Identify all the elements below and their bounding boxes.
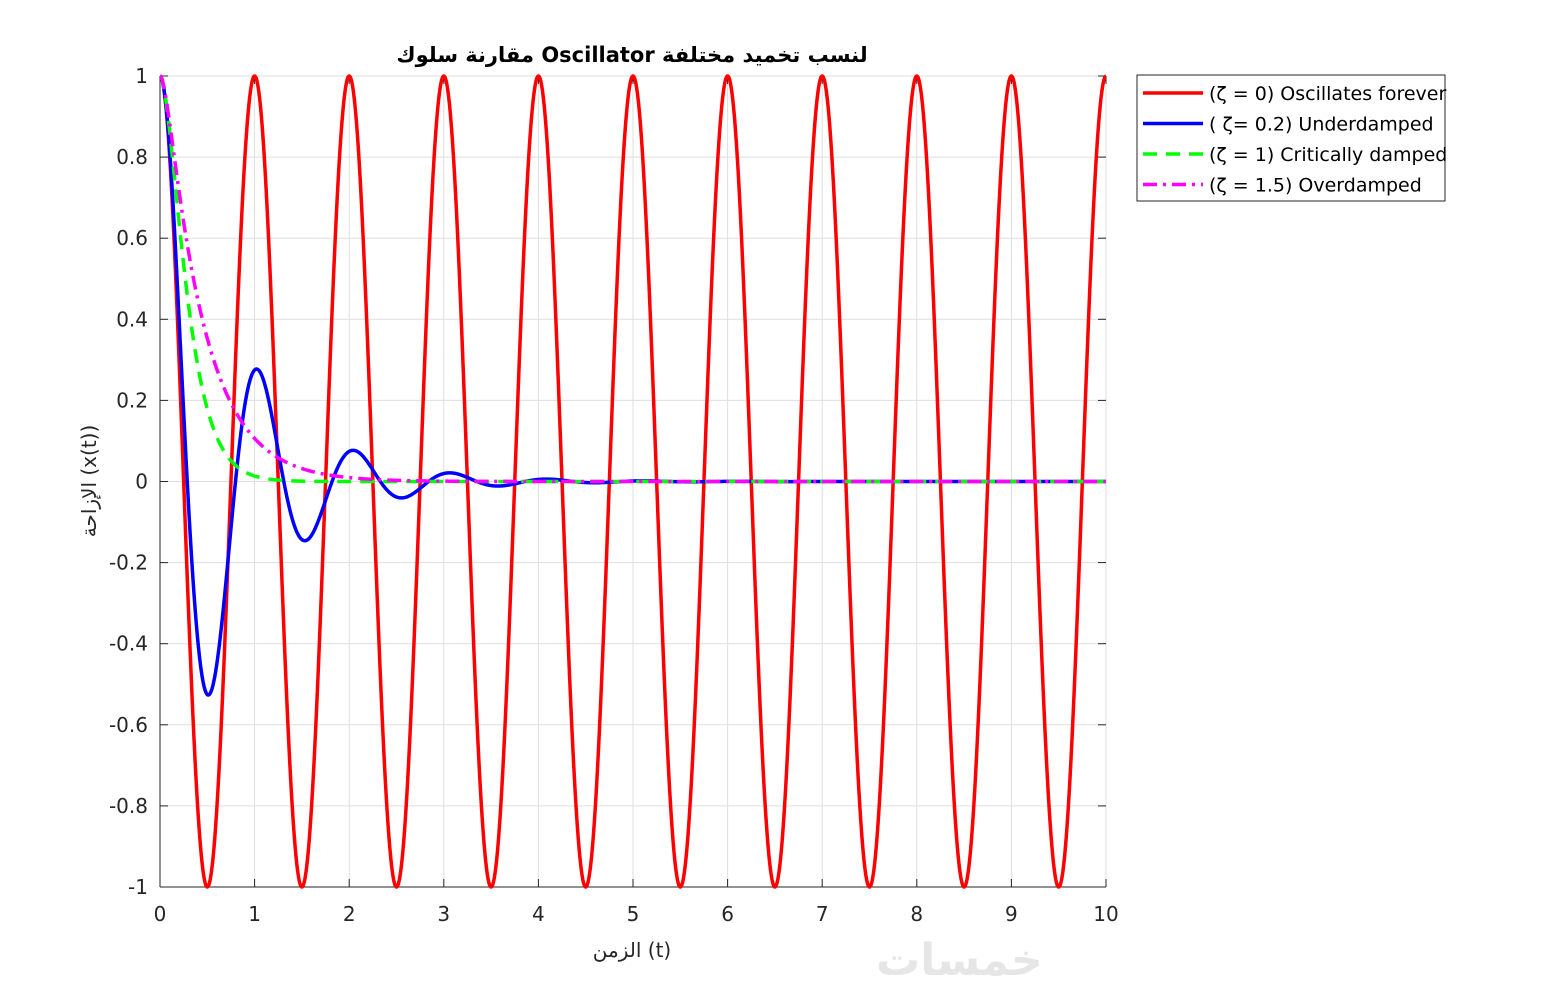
legend-label: ( ζ= 0.2) Underdamped bbox=[1209, 114, 1434, 136]
x-tick-label: 4 bbox=[532, 902, 545, 926]
x-tick-label: 9 bbox=[1005, 902, 1018, 926]
legend-item: (ζ = 0) Oscillates forever bbox=[1143, 83, 1446, 105]
y-tick-label: -0.6 bbox=[109, 713, 148, 737]
series-lines bbox=[160, 74, 1106, 889]
y-tick-label: 0 bbox=[135, 470, 148, 494]
x-tick-label: 1 bbox=[248, 902, 261, 926]
y-tick-label: 0.8 bbox=[116, 145, 148, 169]
watermark-logo: خمسات bbox=[876, 935, 1043, 986]
y-tick-label: -1 bbox=[128, 875, 148, 899]
legend-label: (ζ = 0) Oscillates forever bbox=[1209, 83, 1446, 105]
x-tick-label: 5 bbox=[627, 902, 640, 926]
y-tick-label: 1 bbox=[135, 64, 148, 88]
x-tick-label: 0 bbox=[154, 902, 167, 926]
y-tick-label: -0.8 bbox=[109, 794, 148, 818]
legend: (ζ = 0) Oscillates forever ( ζ= 0.2) Unde… bbox=[1136, 74, 1447, 202]
y-tick-label: -0.2 bbox=[109, 551, 148, 575]
legend-label: (ζ = 1) Critically damped bbox=[1209, 144, 1447, 166]
y-tick-label: 0.2 bbox=[116, 388, 148, 412]
chart-title: مقارنة سلوك Oscillator لنسب تخميد مختلفة bbox=[396, 43, 867, 67]
y-tick-label: 0.4 bbox=[116, 307, 148, 331]
y-tick-label: -0.4 bbox=[109, 632, 148, 656]
series-zeta-0-line bbox=[160, 74, 1106, 889]
y-tick-label: 0.6 bbox=[116, 226, 148, 250]
legend-box bbox=[1136, 74, 1446, 202]
x-tick-labels: 0 1 2 3 4 5 6 7 8 9 10 bbox=[154, 902, 1119, 926]
x-tick-label: 10 bbox=[1093, 902, 1118, 926]
x-tick-label: 7 bbox=[816, 902, 829, 926]
x-tick-label: 6 bbox=[721, 902, 734, 926]
legend-item: (ζ = 1.5) Overdamped bbox=[1143, 175, 1422, 197]
x-tick-label: 2 bbox=[343, 902, 356, 926]
y-axis-label: الإزاحة (x(t)) bbox=[77, 425, 101, 538]
legend-item: ( ζ= 0.2) Underdamped bbox=[1143, 114, 1434, 136]
y-tick-labels: -1 -0.8 -0.6 -0.4 -0.2 0 0.2 0.4 0.6 0.8 1 bbox=[109, 64, 148, 899]
x-axis-label: الزمن (t) bbox=[593, 938, 671, 962]
legend-item: (ζ = 1) Critically damped bbox=[1143, 144, 1447, 166]
series-zeta-1.5-line bbox=[160, 74, 1106, 484]
x-tick-label: 3 bbox=[437, 902, 450, 926]
x-tick-label: 8 bbox=[910, 902, 923, 926]
legend-label: (ζ = 1.5) Overdamped bbox=[1209, 175, 1422, 197]
